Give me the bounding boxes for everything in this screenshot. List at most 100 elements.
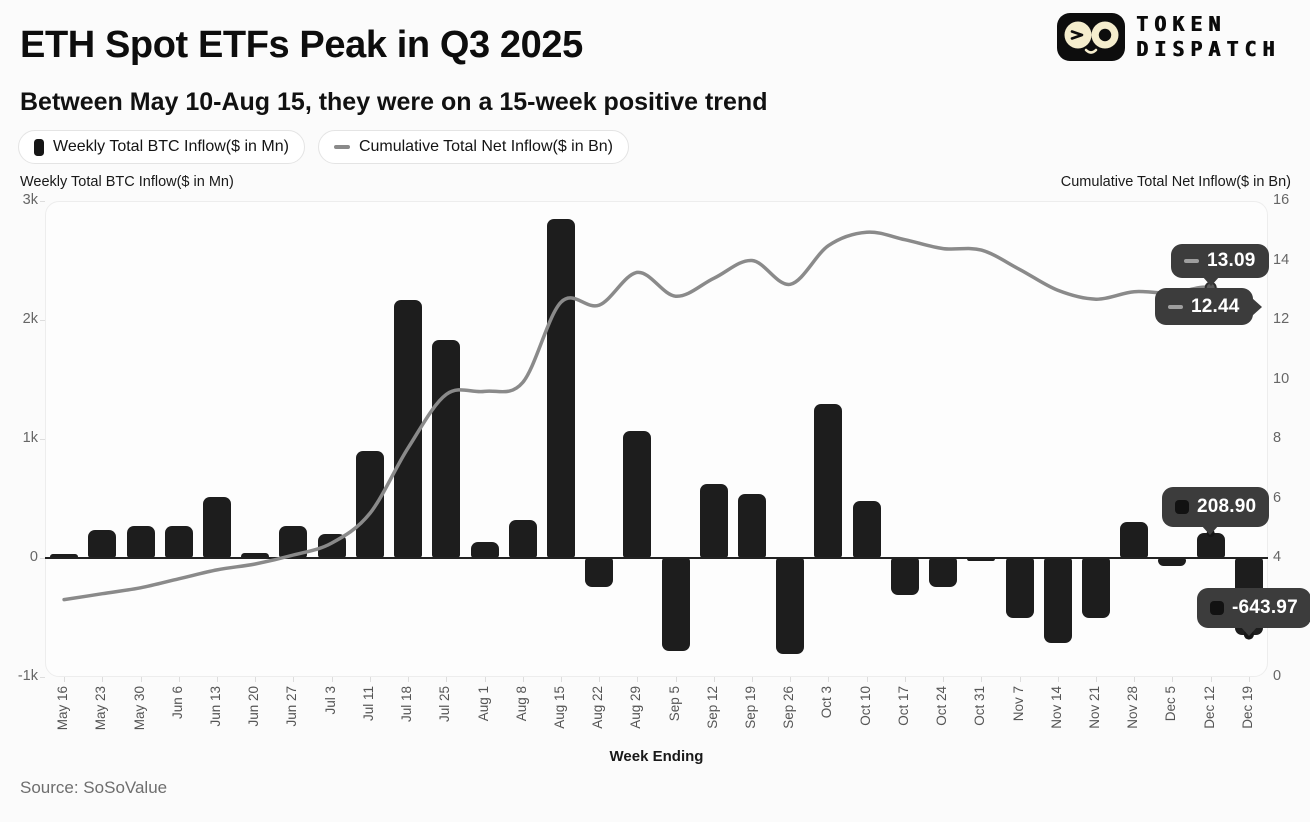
- y-tick-label-left: -1k: [17, 668, 38, 684]
- bar-jul-25[interactable]: [432, 339, 461, 558]
- y-tick-label-right: 14: [1273, 251, 1290, 268]
- tick-mark: [331, 677, 333, 682]
- bar-nov-21[interactable]: [1082, 558, 1111, 619]
- tick-mark: [102, 677, 104, 682]
- tooltip-bar-dec12: 208.90: [1162, 487, 1270, 535]
- tick-mark: [1210, 677, 1212, 682]
- y-tick-label-left: 1k: [22, 430, 38, 446]
- tick-mark: [40, 201, 45, 202]
- bar-sep-19[interactable]: [738, 494, 767, 558]
- bar-oct-17[interactable]: [890, 558, 919, 595]
- bar-series-icon: [1210, 601, 1224, 615]
- tick-mark: [216, 677, 218, 682]
- x-tick-label: Jun 27: [284, 686, 300, 727]
- bar-jun-13[interactable]: [202, 496, 231, 558]
- bar-jun-6[interactable]: [164, 526, 193, 558]
- bar-dec-5[interactable]: [1158, 558, 1187, 567]
- x-tick-label: Aug 8: [513, 686, 529, 722]
- brand-name-line1: TOKEN: [1136, 12, 1227, 36]
- tick-mark: [637, 677, 639, 682]
- y-tick-label-right: 8: [1273, 430, 1282, 446]
- legend-label: Weekly Total BTC Inflow($ in Mn): [53, 138, 289, 155]
- brand-name-line2: DISPATCH: [1136, 37, 1281, 61]
- tick-mark: [1172, 677, 1174, 682]
- y-tick-label-right: 6: [1273, 489, 1282, 506]
- y-tick-label-left: 3k: [22, 192, 38, 208]
- legend-item-weekly-inflow[interactable]: Weekly Total BTC Inflow($ in Mn): [18, 130, 305, 164]
- bar-oct-24[interactable]: [929, 558, 958, 588]
- tick-mark: [675, 677, 677, 682]
- right-axis-title: Cumulative Total Net Inflow($ in Bn): [1060, 174, 1291, 190]
- legend-item-cumulative-inflow[interactable]: Cumulative Total Net Inflow($ in Bn): [317, 130, 629, 164]
- x-tick-label: Jul 3: [322, 686, 338, 715]
- tick-mark: [1096, 677, 1098, 682]
- tick-mark: [1248, 677, 1250, 682]
- left-axis-title: Weekly Total BTC Inflow($ in Mn): [20, 174, 234, 190]
- bar-aug-1[interactable]: [470, 541, 499, 558]
- tick-mark: [178, 677, 180, 682]
- tick-mark: [1019, 677, 1021, 682]
- bar-jun-27[interactable]: [279, 525, 308, 558]
- bar-nov-28[interactable]: [1120, 522, 1149, 558]
- tick-mark: [40, 439, 45, 440]
- line-swatch-icon: [333, 145, 350, 149]
- tooltip-pointer-icon: [1240, 626, 1258, 636]
- bar-jul-18[interactable]: [394, 299, 423, 558]
- bar-may-23[interactable]: [88, 530, 117, 558]
- tooltip-value: -643.97: [1232, 597, 1298, 618]
- line-series-icon: [1168, 304, 1183, 309]
- bar-aug-22[interactable]: [585, 558, 614, 588]
- bar-jul-3[interactable]: [317, 534, 346, 558]
- x-tick-label: Aug 29: [628, 686, 644, 729]
- bar-nov-14[interactable]: [1043, 558, 1072, 644]
- bar-may-30[interactable]: [126, 525, 155, 558]
- tooltip-value: 12.44: [1191, 295, 1240, 317]
- tick-mark: [560, 677, 562, 682]
- x-tick-label: Oct 10: [857, 686, 873, 726]
- x-tick-label: May 16: [55, 686, 71, 731]
- bar-sep-5[interactable]: [661, 558, 690, 652]
- bar-aug-15[interactable]: [546, 218, 575, 558]
- bar-nov-7[interactable]: [1005, 558, 1034, 619]
- bar-jul-11[interactable]: [355, 451, 384, 558]
- brand-logo: TOKEN DISPATCH: [1056, 12, 1280, 62]
- y-tick-label-right: 12: [1273, 311, 1290, 327]
- bar-dec-12[interactable]: [1196, 533, 1225, 558]
- bar-oct-10[interactable]: [852, 501, 881, 558]
- tick-mark: [40, 320, 45, 321]
- y-tick-label-right: 10: [1273, 370, 1290, 387]
- x-tick-label: Sep 5: [666, 686, 682, 722]
- tick-mark: [40, 558, 45, 559]
- page-subtitle: Between May 10-Aug 15, they were on a 15…: [20, 88, 768, 116]
- x-tick-label: Nov 28: [1125, 686, 1141, 729]
- tick-mark: [943, 677, 945, 682]
- bar-sep-12[interactable]: [699, 483, 728, 558]
- tick-mark: [828, 677, 830, 682]
- tick-mark: [369, 677, 371, 682]
- legend-label: Cumulative Total Net Inflow($ in Bn): [358, 138, 613, 155]
- x-tick-label: Jul 11: [360, 686, 376, 722]
- x-tick-label: Nov 21: [1087, 686, 1103, 729]
- x-tick-label: Dec 19: [1239, 686, 1255, 729]
- bar-oct-3[interactable]: [814, 404, 843, 558]
- tooltip-bar-dec19: -643.97: [1197, 588, 1310, 636]
- x-tick-label: May 23: [93, 686, 109, 731]
- x-tick-label: Jun 6: [169, 686, 185, 720]
- tooltip-line-dec19: 12.44: [1155, 288, 1262, 325]
- brand-name: TOKEN DISPATCH: [1136, 12, 1280, 62]
- tick-mark: [408, 677, 410, 682]
- tick-mark: [599, 677, 601, 682]
- bar-aug-29[interactable]: [623, 431, 652, 558]
- bar-aug-8[interactable]: [508, 519, 537, 558]
- tick-mark: [752, 677, 754, 682]
- tick-mark: [446, 677, 448, 682]
- tooltip-value: 13.09: [1207, 250, 1256, 271]
- x-tick-label: Jun 13: [207, 686, 223, 727]
- tick-mark: [1057, 677, 1059, 682]
- x-tick-label: Sep 12: [704, 686, 720, 729]
- x-tick-label: Dec 5: [1163, 686, 1179, 722]
- tooltip-pointer-icon: [1201, 525, 1219, 535]
- x-tick-label: Oct 24: [934, 686, 950, 726]
- x-tick-label: Jun 20: [246, 686, 262, 727]
- bar-sep-26[interactable]: [776, 558, 805, 655]
